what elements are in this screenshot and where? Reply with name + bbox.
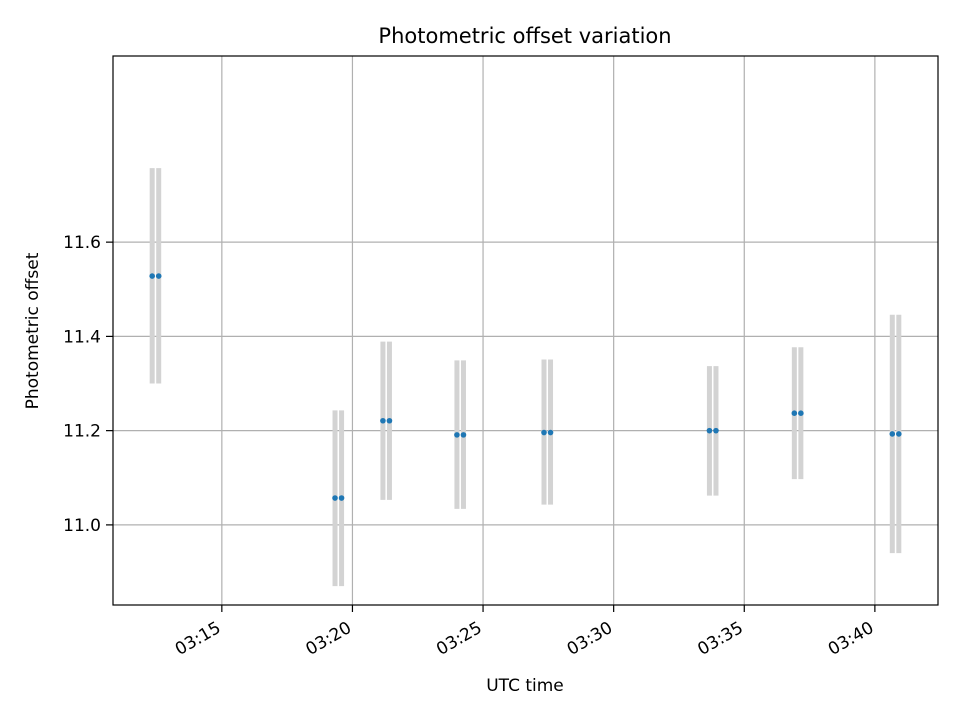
data-point <box>547 429 554 436</box>
x-axis-label: UTC time <box>486 676 564 696</box>
y-tick-label: 11.6 <box>63 233 101 253</box>
data-point <box>896 431 902 437</box>
chart-title: Photometric offset variation <box>378 24 671 48</box>
data-point <box>155 273 162 279</box>
data-point <box>541 429 547 436</box>
data-point <box>713 427 719 434</box>
data-point <box>386 417 393 424</box>
data-point <box>332 495 338 501</box>
data-point <box>380 417 386 424</box>
data-point <box>454 432 460 438</box>
y-tick-label: 11.4 <box>63 327 101 347</box>
data-point <box>706 427 713 434</box>
data-point <box>889 431 896 437</box>
data-point <box>460 432 467 438</box>
y-axis-ticks: 11.0 11.2 11.4 11.6 <box>63 233 113 536</box>
data-point <box>338 495 345 501</box>
y-tick-label: 11.0 <box>63 516 101 536</box>
data-point <box>149 273 155 279</box>
data-points <box>149 273 902 501</box>
grid <box>113 56 938 605</box>
data-point <box>798 410 804 417</box>
data-point <box>791 410 798 417</box>
plot-frame <box>112 55 939 606</box>
y-tick-label: 11.2 <box>63 422 101 442</box>
y-axis-label: Photometric offset <box>23 252 43 409</box>
